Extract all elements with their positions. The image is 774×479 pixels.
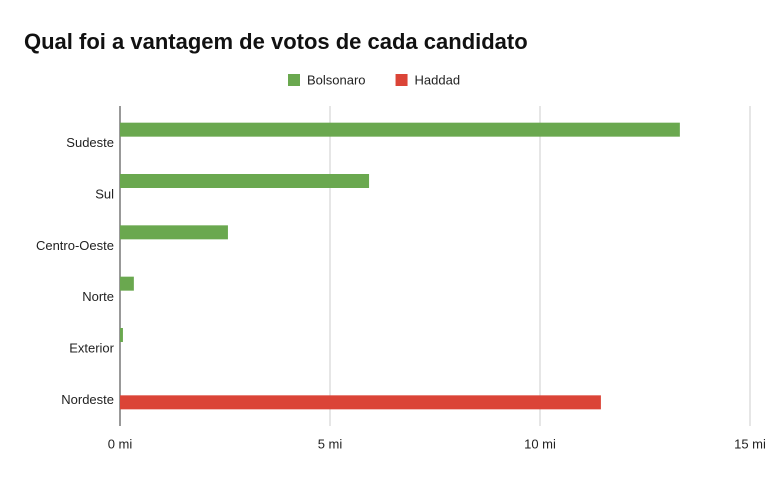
y-tick-label: Nordeste (61, 392, 114, 407)
y-tick-label: Sul (95, 186, 114, 201)
y-tick-label: Centro-Oeste (36, 238, 114, 253)
bar (120, 328, 123, 342)
bar (120, 174, 370, 188)
x-tick-label: 5 mi (318, 436, 343, 451)
chart-title: Qual foi a vantagem de votos de cada can… (24, 29, 528, 54)
bar (120, 122, 680, 137)
y-tick-label: Exterior (69, 340, 114, 355)
legend-label: Bolsonaro (307, 72, 366, 87)
legend-label: Haddad (415, 72, 461, 87)
x-tick-label: 15 mi (734, 436, 766, 451)
x-tick-label: 10 mi (524, 436, 556, 451)
y-tick-label: Sudeste (66, 135, 114, 150)
bar (120, 276, 134, 291)
bar (120, 395, 601, 410)
y-tick-label: Norte (82, 289, 114, 304)
legend-swatch (288, 74, 300, 86)
x-tick-label: 0 mi (108, 436, 133, 451)
bar (120, 225, 228, 240)
legend-swatch (395, 74, 408, 86)
